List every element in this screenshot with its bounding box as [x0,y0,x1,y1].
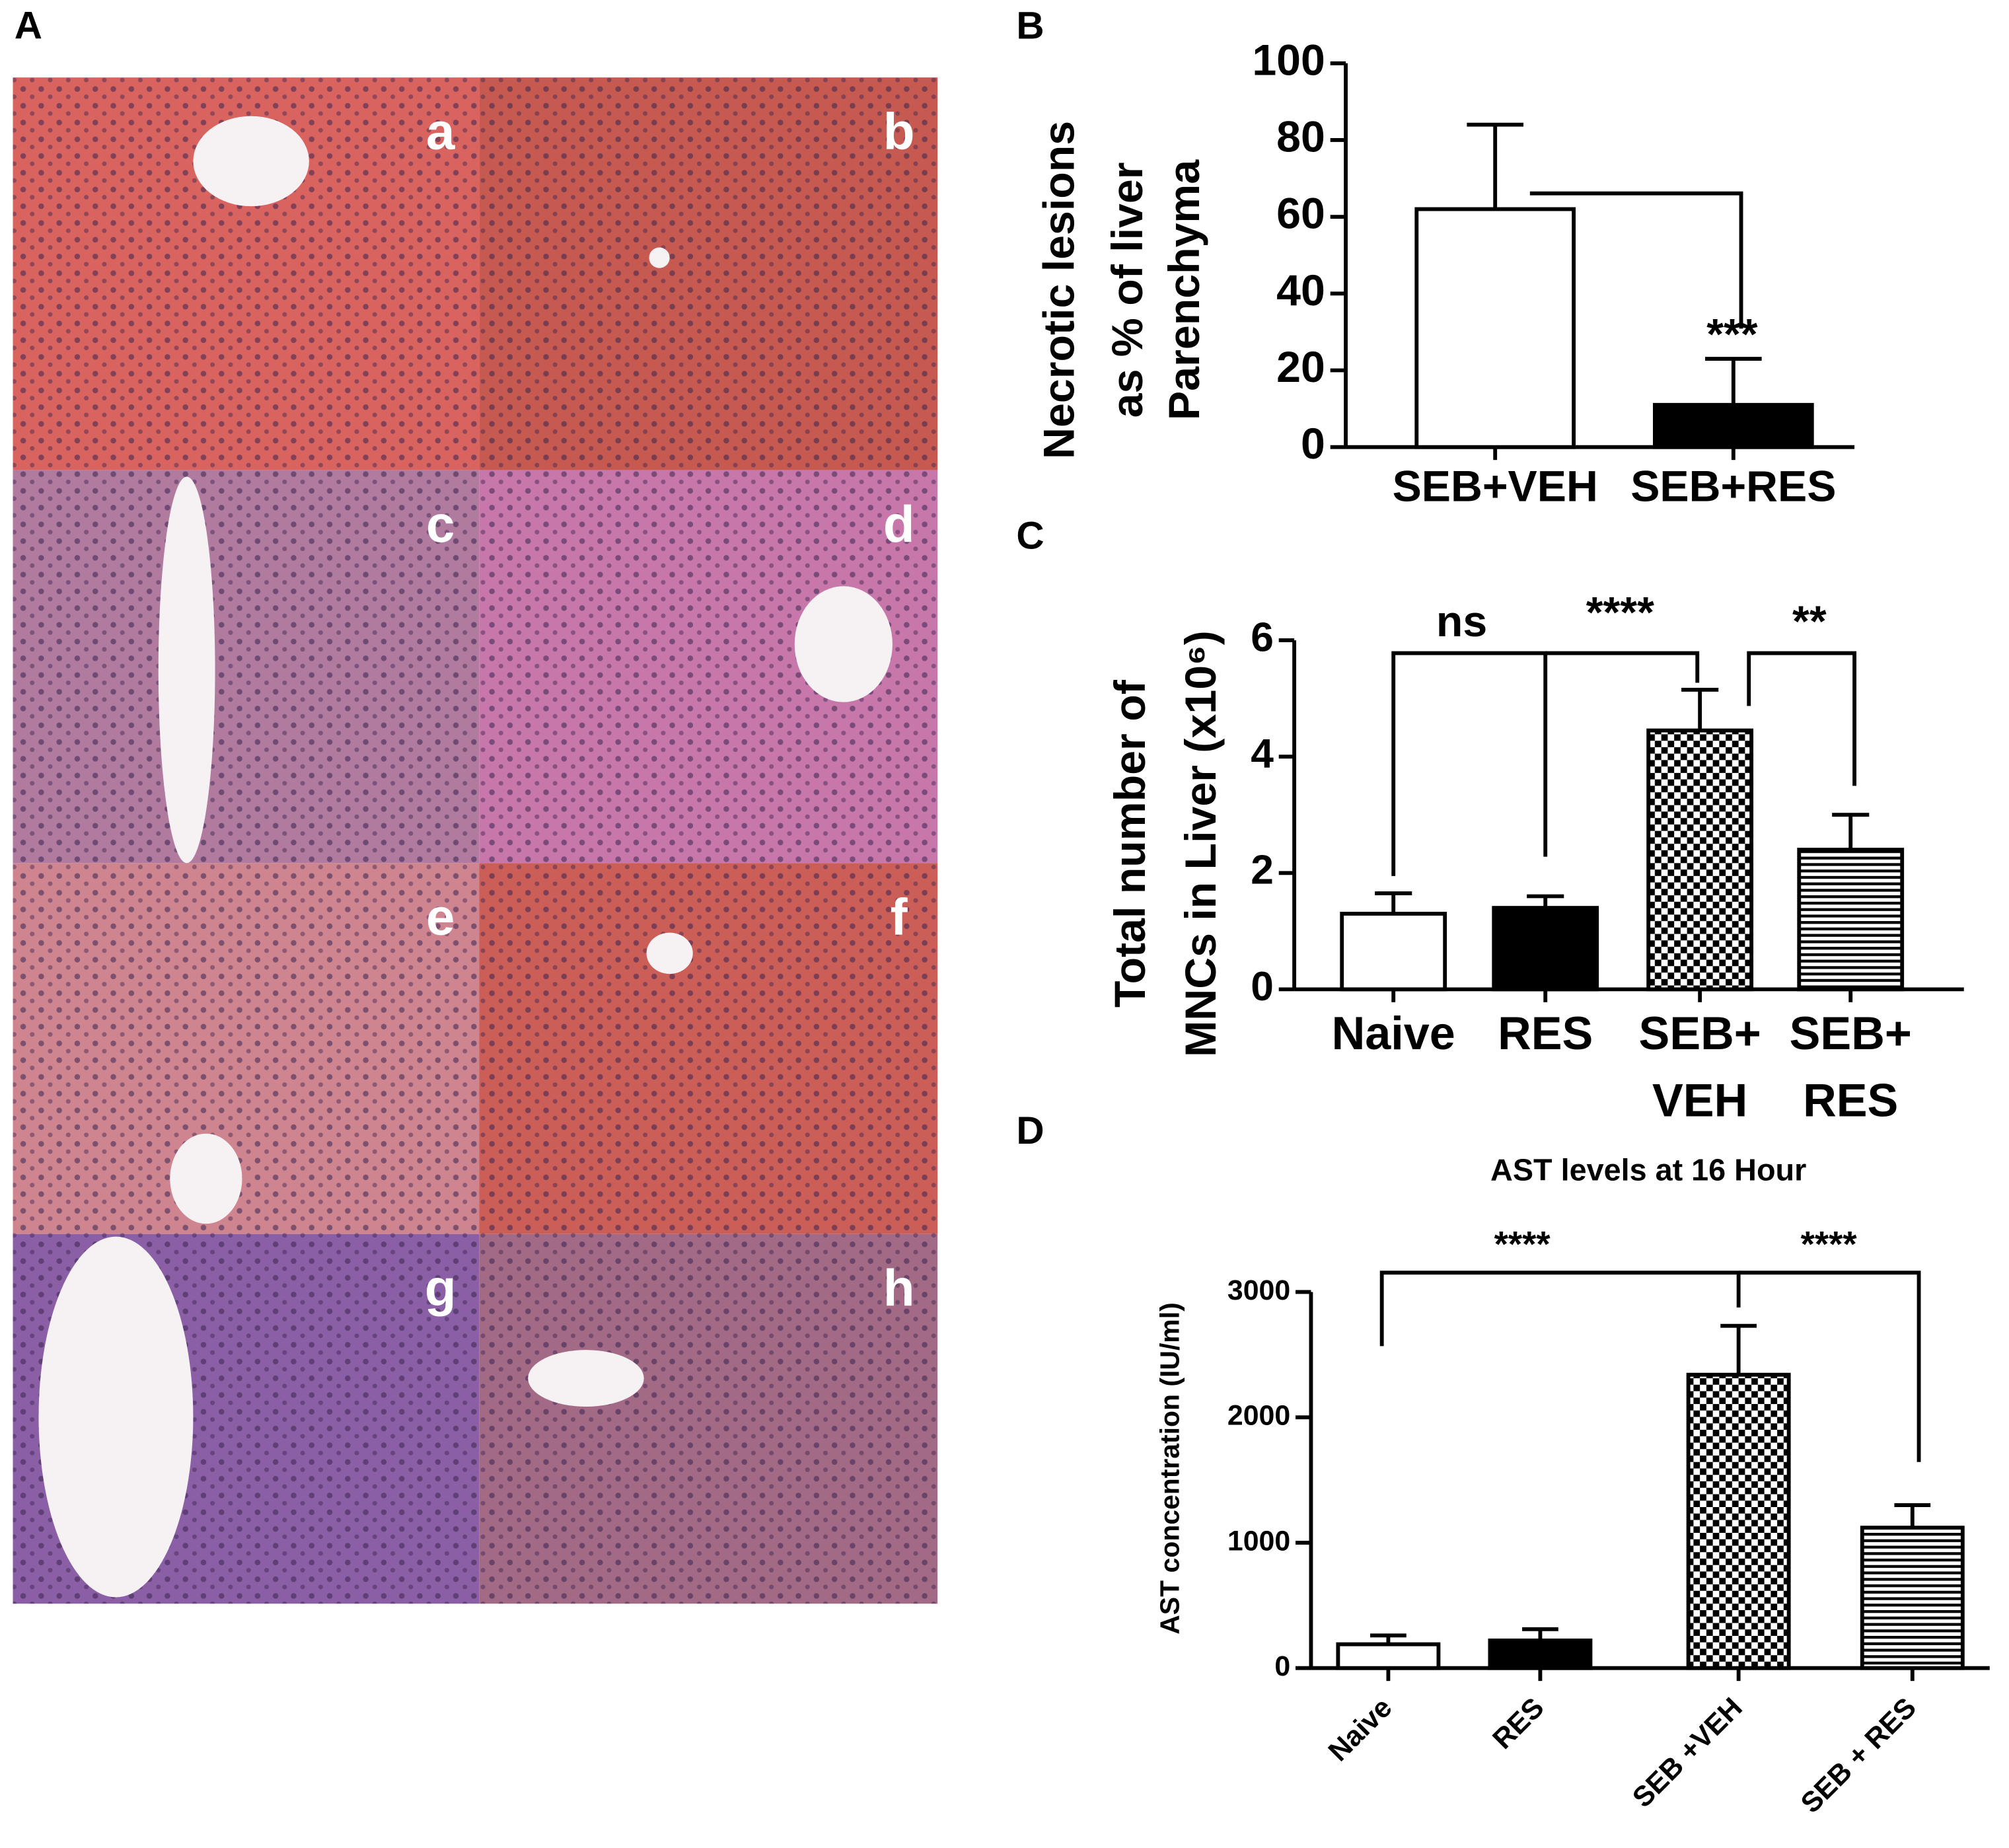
y-tick-label: 3000 [1227,1275,1290,1306]
histology-texture [479,77,938,470]
x-tick-label: SEB +VEH [1626,1691,1749,1814]
y-tick-label: 0 [1274,1650,1290,1682]
significance-bracket [1379,1271,1741,1347]
bar [1488,1639,1593,1670]
vessel [649,247,670,268]
panel-label: C [1016,515,1044,558]
significance-bracket [1738,1271,1921,1462]
x-tick-label: SEB+VEH [1393,462,1598,511]
bar [1336,1642,1441,1670]
vessel [646,932,693,974]
bar [1686,1372,1791,1670]
histology-texture [479,863,938,1234]
significance-bracket [1545,651,1700,683]
y-tick-label: 60 [1276,190,1325,239]
vessel [528,1350,644,1407]
histology-texture [13,863,480,1234]
panel-label: D [1016,1109,1044,1152]
y-tick-label: 20 [1276,343,1325,392]
x-tick-label: RES [1486,1691,1550,1755]
panel-label: A [15,5,42,48]
significance-label: **** [1586,589,1654,638]
histology-label: d [883,495,915,553]
chart-title: AST levels at 16 Hour [1490,1153,1806,1187]
y-tick-label: 4 [1251,731,1274,777]
y-tick-label: 6 [1251,615,1274,661]
y-axis-label: MNCs in Liver (x10⁶) [1177,630,1225,1056]
panel-label: B [1016,5,1044,48]
bar [1340,911,1447,992]
histology-label: g [425,1259,457,1317]
x-tick-label: SEB+ [1790,1007,1912,1059]
vessel [158,476,215,864]
histology-label: f [891,888,908,946]
y-tick-label: 0 [1301,420,1325,468]
significance-bracket [1529,191,1743,329]
significance-bracket [1391,651,1548,876]
significance-label: ** [1792,597,1827,646]
histology-label: e [426,888,455,946]
histology-label: c [426,495,455,553]
histology-label: b [883,102,915,161]
y-axis-label: Parenchyma [1160,159,1209,420]
bar [1492,906,1599,992]
significance-label: **** [1801,1224,1858,1265]
histology-texture [13,470,480,864]
vessel [170,1133,242,1224]
histology-grid: a b c d e f g h [13,77,938,1604]
y-axis-label: Total number of [1106,679,1155,1008]
bar [1646,728,1754,992]
x-tick-label: SEB + RES [1795,1691,1922,1819]
y-tick-label: 100 [1252,36,1325,85]
bar [1797,848,1905,992]
bar [1653,402,1814,449]
significance-label: ns [1436,597,1487,646]
y-axis-label: AST concentration (IU/ml) [1155,1302,1185,1634]
vessel [794,586,893,702]
y-axis-label: Necrotic lesions [1035,121,1084,459]
y-tick-label: 0 [1251,964,1274,1010]
x-tick-label: SEB+ [1639,1007,1761,1059]
significance-label: **** [1494,1224,1551,1265]
histology-texture [479,1234,938,1604]
x-tick-label: Naive [1323,1691,1399,1767]
significance-bracket [1747,651,1857,786]
bar [1414,207,1576,449]
x-tick-label: VEH [1652,1074,1747,1126]
histology-label: a [426,102,455,161]
significance-label: *** [1706,310,1758,359]
vessel [38,1236,194,1598]
y-tick-label: 1000 [1227,1525,1290,1557]
y-axis-label: as % of liver [1103,162,1152,418]
y-tick-label: 2 [1251,848,1274,893]
y-tick-label: 80 [1276,112,1325,161]
x-tick-label: RES [1803,1074,1898,1126]
x-tick-label: SEB+RES [1630,462,1836,511]
x-tick-label: Naive [1332,1007,1455,1059]
x-tick-label: RES [1498,1007,1593,1059]
y-tick-label: 40 [1276,266,1325,315]
vessel [193,116,309,207]
bar [1860,1526,1965,1670]
y-tick-label: 2000 [1227,1400,1290,1432]
histology-label: h [883,1259,915,1317]
